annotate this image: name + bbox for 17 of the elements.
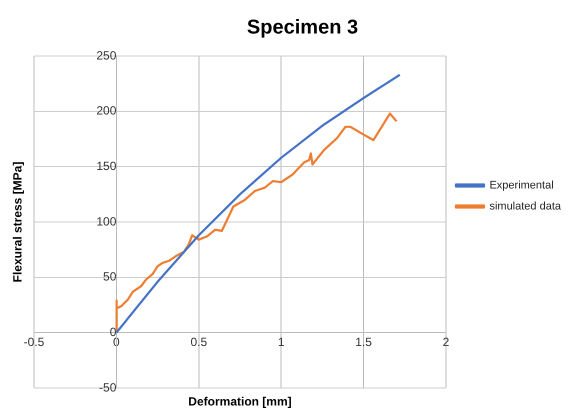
x-tick-label: 2 — [442, 335, 450, 350]
legend-label: simulated data — [489, 200, 562, 213]
legend-label: Experimental — [489, 180, 554, 192]
y-tick-label: 50 — [103, 270, 117, 284]
x-tick-label: 0.5 — [190, 335, 208, 350]
y-tick-label: 0 — [110, 324, 117, 339]
x-tick-label: -0.5 — [24, 335, 45, 350]
x-tick-label: 1 — [278, 335, 285, 350]
chart-title: Specimen 3 — [246, 16, 358, 39]
y-tick-label: 150 — [96, 158, 117, 173]
x-axis-title: Deformation [mm] — [188, 394, 292, 408]
y-tick-label: 100 — [96, 214, 117, 228]
y-tick-label: 250 — [96, 48, 117, 62]
y-tick-label: 200 — [96, 104, 117, 118]
x-tick-label: 1.5 — [355, 335, 372, 350]
y-tick-label: -50 — [99, 380, 117, 394]
y-axis-title: Flexural stress [MPa] — [10, 162, 24, 282]
